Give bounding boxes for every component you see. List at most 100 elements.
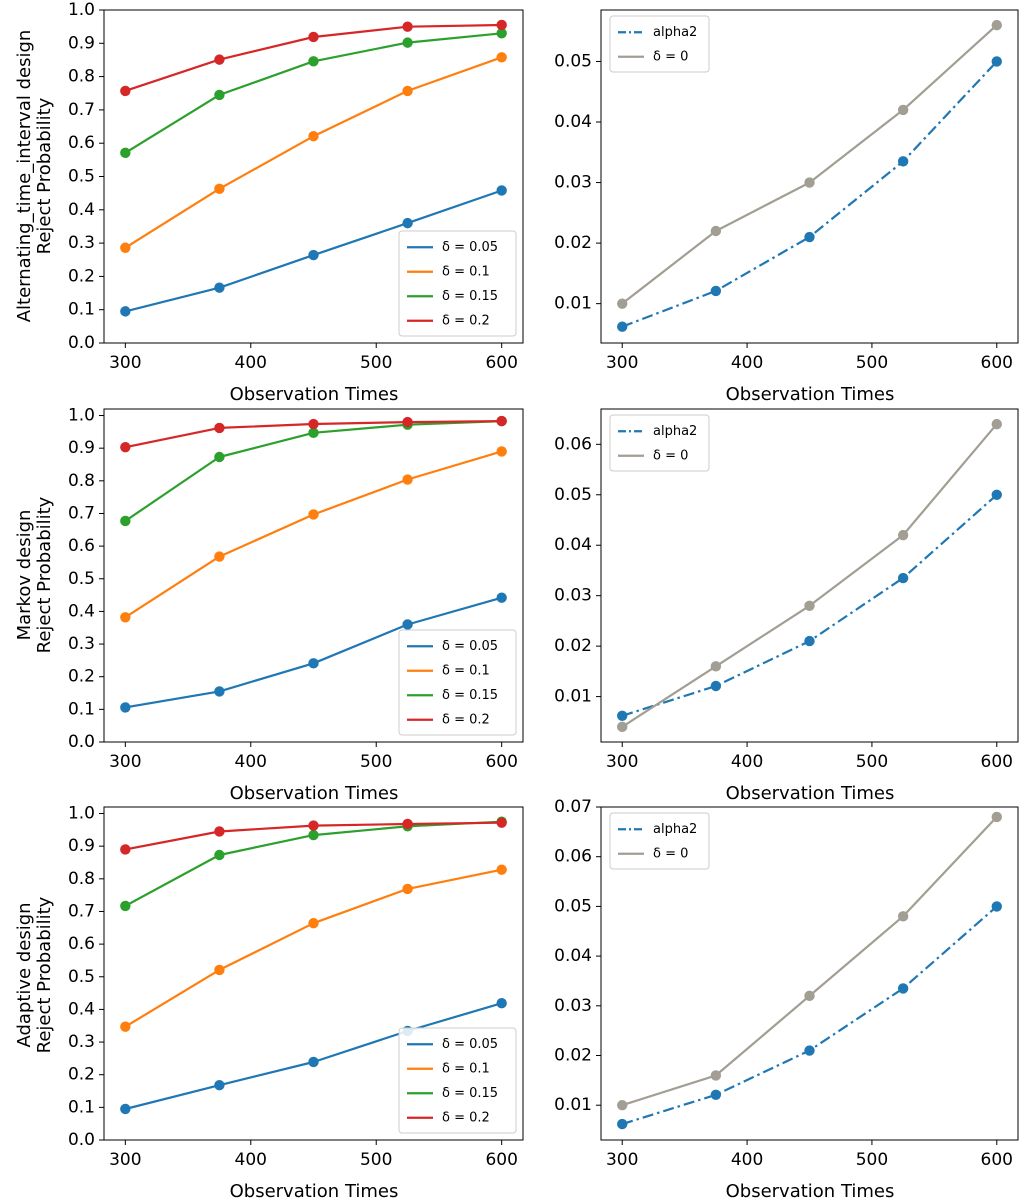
xtick-label: 500: [360, 752, 392, 772]
data-point: [496, 864, 507, 875]
data-point: [308, 658, 319, 669]
ytick-label: 0.6: [68, 934, 95, 954]
data-point: [214, 964, 225, 976]
ytick-label: 0.01: [554, 294, 592, 314]
data-point: [804, 990, 815, 1002]
ylabel-left-1: Reject Probability: [34, 496, 55, 653]
data-point: [120, 441, 131, 453]
ytick-label: 0.1: [68, 699, 95, 719]
xtick-label: 400: [731, 752, 763, 772]
xlabel-left-2: Observation Times: [230, 1181, 399, 1202]
ytick-label: 1.0: [68, 0, 95, 20]
ytick-label: 0.02: [554, 636, 592, 656]
xtick-label: 500: [856, 353, 888, 373]
data-point: [617, 298, 628, 309]
ytick-label: 0.2: [68, 667, 95, 687]
data-point: [804, 177, 815, 188]
data-point: [214, 183, 225, 195]
legend: δ = 0.05 δ = 0.1 δ = 0.15 δ = 0.2: [398, 230, 517, 337]
ytick-label: 0.5: [68, 967, 95, 987]
legend: δ = 0.05 δ = 0.1 δ = 0.15 δ = 0.2: [398, 1027, 517, 1134]
ytick-label: 0.6: [68, 133, 95, 153]
chart-right-0: 0.01 0.02 0.03 0.04 0.05 300 400 500 600 alpha2 δ …: [554, 15, 1013, 373]
xlabel-right-0: Observation Times: [726, 384, 895, 405]
ytick-label: 0.9: [68, 33, 95, 53]
chart-right-2: 0.01 0.02 0.03 0.04 0.05 0.06 0.07 300 400 500 600…: [554, 797, 1013, 1170]
ytick-label: 0.9: [68, 836, 95, 856]
ytick-label: 1.0: [68, 804, 95, 824]
ytick-label: 0.9: [68, 438, 95, 458]
legend-label: δ = 0.2: [442, 712, 490, 727]
data-point: [308, 1056, 319, 1068]
legend-label: δ = 0.1: [442, 264, 490, 279]
ytick-label: 0.0: [68, 732, 95, 752]
chart-left-1: 0.0 0.1 0.2 0.3 0.4 0.5 0.6 0.7 0.8 0.9 1.0 300 400 5…: [68, 406, 518, 772]
ytick-label: 0.04: [554, 946, 592, 966]
legend-label: alpha2: [653, 822, 697, 837]
data-point: [496, 28, 507, 39]
data-point: [496, 415, 507, 427]
axes-frame-right-0: [600, 9, 1019, 344]
xtick-label: 500: [360, 353, 392, 373]
data-point: [897, 911, 909, 922]
data-point: [402, 21, 413, 32]
xlabel-left-1: Observation Times: [230, 783, 399, 804]
data-point: [120, 85, 131, 97]
xtick-label: 400: [731, 1150, 763, 1170]
xlabel-right-2: Observation Times: [726, 1181, 895, 1202]
data-point: [804, 231, 815, 243]
xtick-label: 300: [606, 752, 638, 772]
data-point: [496, 19, 507, 31]
data-point: [120, 242, 131, 253]
data-point: [804, 600, 815, 611]
xtick-label: 600: [485, 353, 517, 373]
ytick-label: 0.8: [68, 67, 95, 87]
ytick-label: 0.02: [554, 233, 592, 253]
legend-frame: [398, 230, 517, 337]
data-point: [496, 817, 507, 828]
xtick-label: 500: [856, 1150, 888, 1170]
legend-label: δ = 0.2: [442, 1110, 490, 1125]
data-point: [402, 416, 413, 428]
data-point: [402, 37, 413, 48]
xtick-label: 500: [360, 1150, 392, 1170]
xtick-label: 500: [856, 752, 888, 772]
row-title-alternating: Alternating_time_interval design: [14, 30, 35, 323]
data-point: [496, 998, 507, 1009]
data-point: [991, 811, 1002, 823]
ytick-label: 0.07: [554, 797, 592, 817]
data-point: [214, 849, 225, 861]
xtick-label: 600: [981, 752, 1013, 772]
ytick-label: 0.7: [68, 901, 95, 921]
axes-frame-right-2: [600, 806, 1019, 1141]
chart-left-0: 0.0 0.1 0.2 0.3 0.4 0.5 0.6 0.7 0.8 0.9 1.0 300 400 5…: [68, 0, 518, 373]
data-point: [897, 572, 909, 584]
data-point: [617, 721, 628, 733]
data-point: [120, 612, 131, 623]
data-point: [617, 1118, 628, 1130]
data-point: [120, 844, 131, 855]
ytick-label: 0.06: [554, 847, 592, 867]
axes-frame-right-1: [600, 408, 1019, 743]
ytick-label: 0.3: [68, 233, 95, 253]
data-point: [308, 820, 319, 831]
xtick-label: 600: [485, 752, 517, 772]
ytick-label: 0.7: [68, 503, 95, 523]
chart-right-1: 0.01 0.02 0.03 0.04 0.05 0.06 300 400 500 600 alph…: [554, 414, 1013, 772]
data-point: [991, 418, 1002, 430]
data-point: [120, 1103, 131, 1115]
legend: alpha2 δ = 0: [609, 812, 710, 870]
legend-label: δ = 0.15: [442, 289, 498, 304]
ytick-label: 0.0: [68, 1130, 95, 1150]
xtick-label: 300: [606, 1150, 638, 1170]
ytick-label: 0.4: [68, 601, 95, 621]
ytick-label: 0.3: [68, 1032, 95, 1052]
legend-frame: [398, 1027, 517, 1134]
legend: alpha2 δ = 0: [609, 414, 710, 472]
xtick-label: 300: [109, 353, 141, 373]
ytick-label: 0.06: [554, 434, 592, 454]
data-point: [214, 551, 225, 562]
data-point: [991, 901, 1002, 912]
xlabel-right-1: Observation Times: [726, 783, 895, 804]
